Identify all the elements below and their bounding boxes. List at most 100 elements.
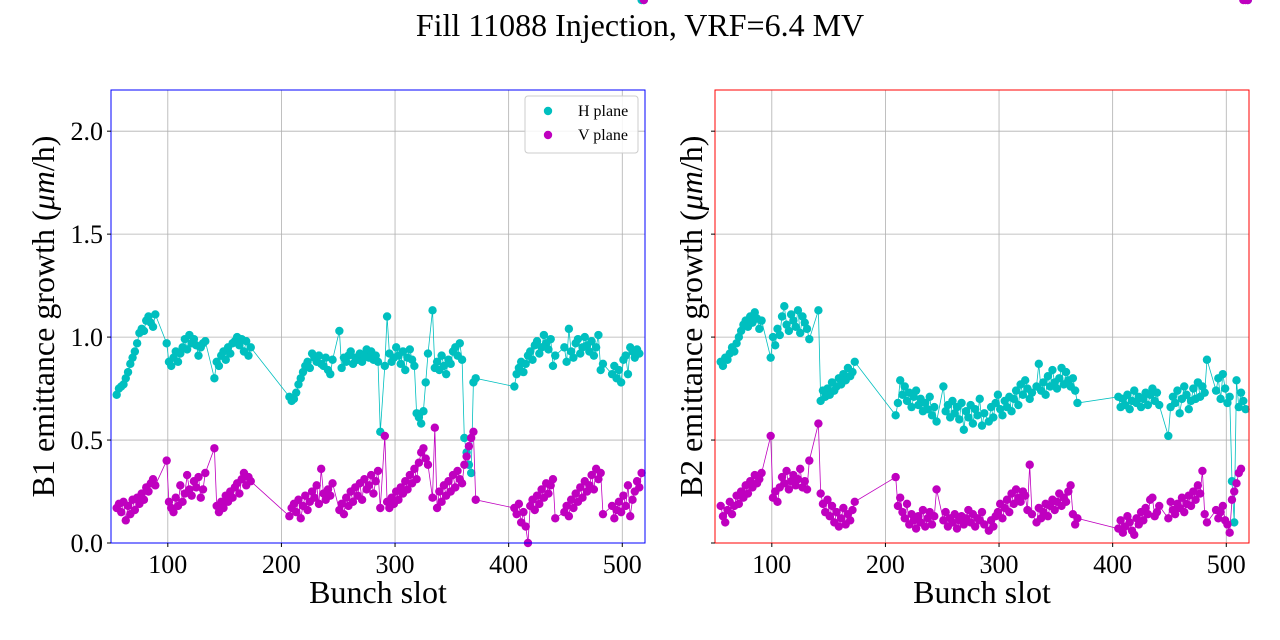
data-point [366, 470, 376, 480]
data-point [793, 474, 803, 484]
data-point [1052, 384, 1062, 393]
data-point [539, 330, 549, 340]
data-point [623, 369, 633, 379]
data-point [416, 419, 426, 428]
data-point [1025, 460, 1034, 469]
data-point [151, 310, 160, 319]
data-point [957, 398, 966, 408]
data-point [1223, 520, 1232, 529]
data-point [571, 489, 580, 498]
data-point [891, 411, 900, 420]
data-point [848, 505, 857, 515]
data-point [784, 485, 794, 494]
data-point [1173, 386, 1182, 395]
data-point [1236, 464, 1246, 474]
data-point [1236, 388, 1246, 397]
data-point [314, 499, 324, 509]
data-point [1200, 388, 1209, 397]
data-point [519, 367, 528, 377]
data-point [918, 505, 928, 515]
data-point [437, 351, 446, 360]
data-point [1180, 507, 1189, 517]
data-point [173, 357, 183, 366]
data-point [337, 363, 346, 373]
legend-label: V plane [578, 127, 628, 144]
data-point [1234, 402, 1243, 412]
data-point [328, 355, 337, 364]
x-tick-label: 400 [1093, 550, 1132, 579]
data-point [296, 514, 305, 523]
data-point [428, 493, 437, 502]
data-point [196, 493, 205, 502]
data-point [201, 468, 210, 478]
data-point [977, 507, 987, 517]
data-point [569, 503, 578, 513]
data-point [1216, 394, 1225, 404]
data-point [548, 474, 558, 484]
y-axis-label: B1 emittance growth (μm/h) [25, 136, 61, 498]
data-point [782, 466, 791, 476]
data-point [391, 343, 401, 352]
data-point [460, 460, 469, 469]
data-point [123, 367, 133, 377]
y-tick-label: 0.5 [71, 426, 104, 455]
data-point [721, 518, 730, 527]
data-point [210, 444, 219, 453]
data-point [519, 507, 528, 517]
data-point [1155, 501, 1164, 511]
data-point [214, 361, 224, 371]
data-point [376, 503, 385, 513]
data-point [920, 522, 930, 531]
data-point [998, 411, 1007, 420]
data-point [348, 497, 358, 507]
right-plot-b2: 100 200 300 400 500 Bunch slot B2 emittance gr… [673, 0, 1253, 610]
data-point [564, 324, 574, 334]
y-axis-label: B2 emittance growth (μm/h) [673, 136, 709, 498]
data-point [775, 330, 784, 340]
data-point [1143, 400, 1153, 410]
data-point [1218, 501, 1228, 511]
legend-marker [543, 130, 553, 140]
legend: H plane V plane [524, 95, 639, 154]
data-point [716, 501, 725, 511]
data-point [321, 353, 330, 362]
data-point [777, 312, 787, 321]
data-point [1027, 509, 1037, 519]
data-point [532, 491, 542, 500]
data-point [784, 326, 794, 336]
data-point [573, 334, 583, 344]
data-point [1125, 404, 1134, 414]
data-point [1189, 384, 1198, 393]
data-point [357, 495, 367, 504]
data-point [893, 398, 903, 408]
data-point [832, 507, 841, 517]
data-point [1123, 390, 1132, 399]
data-point [1170, 398, 1180, 408]
data-point [718, 361, 728, 371]
x-axis-label: Bunch slot [309, 574, 447, 610]
data-point [466, 468, 476, 478]
legend-marker [543, 106, 553, 116]
data-point [1143, 509, 1153, 519]
data-point [414, 458, 424, 467]
data-point [382, 312, 392, 321]
data-point [796, 464, 805, 474]
data-point [410, 464, 419, 474]
data-point [773, 497, 782, 507]
data-point [564, 512, 574, 521]
data-point [635, 349, 644, 358]
data-point [1041, 390, 1050, 399]
data-point [1164, 431, 1173, 441]
data-point [850, 357, 859, 366]
data-point [396, 359, 405, 369]
data-point [1152, 388, 1162, 397]
data-point [1239, 396, 1248, 406]
data-point [793, 306, 803, 315]
data-point [1007, 407, 1016, 416]
data-point [977, 421, 987, 430]
data-point [989, 413, 998, 422]
data-point [998, 514, 1007, 523]
data-point [360, 474, 369, 484]
data-point [369, 489, 378, 498]
data-point [834, 522, 844, 531]
